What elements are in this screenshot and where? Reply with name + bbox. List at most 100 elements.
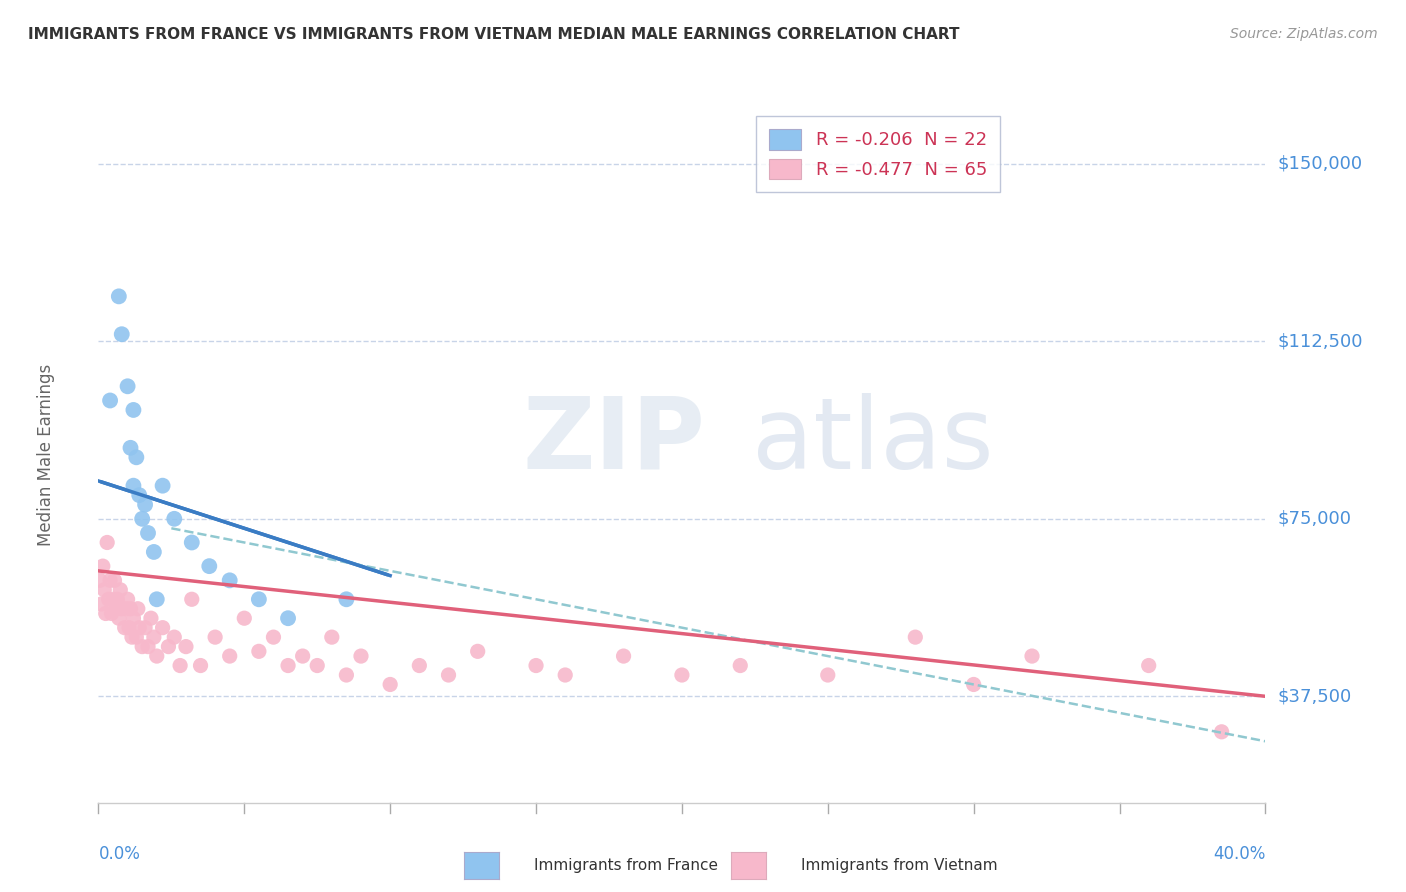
Point <box>105 592 128 607</box>
Point <box>111 327 134 342</box>
Point <box>142 545 165 559</box>
Point <box>152 621 174 635</box>
Point <box>408 658 430 673</box>
Point <box>139 611 162 625</box>
Point <box>125 450 148 465</box>
Point <box>125 630 148 644</box>
Point <box>134 621 156 635</box>
Point <box>120 601 142 615</box>
Point <box>157 640 180 654</box>
Point <box>136 526 159 541</box>
Point <box>134 498 156 512</box>
Point <box>108 611 131 625</box>
Point <box>89 574 111 588</box>
Point <box>136 640 159 654</box>
Text: IMMIGRANTS FROM FRANCE VS IMMIGRANTS FROM VIETNAM MEDIAN MALE EARNINGS CORRELATI: IMMIGRANTS FROM FRANCE VS IMMIGRANTS FRO… <box>28 27 960 42</box>
Point <box>277 611 299 625</box>
Point <box>335 592 357 607</box>
Point <box>131 640 153 654</box>
Point <box>98 393 121 408</box>
Point <box>117 379 139 393</box>
Point <box>180 592 202 607</box>
Point <box>1021 649 1043 664</box>
Point <box>117 592 139 607</box>
Text: 40.0%: 40.0% <box>1213 845 1265 863</box>
Point <box>127 601 149 615</box>
Point <box>467 644 489 658</box>
Point <box>291 649 314 664</box>
Point <box>321 630 343 644</box>
Point <box>218 649 240 664</box>
Point <box>128 621 150 635</box>
Point <box>122 478 145 492</box>
Point <box>94 607 117 621</box>
Point <box>96 535 118 549</box>
Text: ZIP: ZIP <box>523 392 706 490</box>
Point <box>190 658 212 673</box>
Point <box>554 668 576 682</box>
Point <box>114 621 136 635</box>
Point <box>163 512 186 526</box>
Point <box>146 592 169 607</box>
Point <box>174 640 197 654</box>
Point <box>218 574 240 588</box>
Point <box>110 582 132 597</box>
Point <box>128 488 150 502</box>
Point <box>671 668 693 682</box>
Point <box>437 668 460 682</box>
Point <box>104 601 127 615</box>
Point <box>93 582 115 597</box>
Text: 0.0%: 0.0% <box>98 845 141 863</box>
Point <box>904 630 927 644</box>
Point <box>146 649 169 664</box>
Point <box>91 559 114 574</box>
Point <box>1137 658 1160 673</box>
Point <box>111 601 134 615</box>
Point <box>247 644 270 658</box>
Point <box>612 649 634 664</box>
Point <box>350 649 373 664</box>
Point <box>101 592 124 607</box>
Point <box>121 630 143 644</box>
Point <box>198 559 221 574</box>
Point <box>378 677 402 691</box>
Point <box>122 611 145 625</box>
Point <box>962 677 984 691</box>
Text: Immigrants from France: Immigrants from France <box>534 858 718 872</box>
Point <box>277 658 299 673</box>
Text: $112,500: $112,500 <box>1277 333 1362 351</box>
Point <box>120 441 142 455</box>
Point <box>730 658 752 673</box>
Point <box>90 597 112 611</box>
Point <box>233 611 256 625</box>
Point <box>262 630 284 644</box>
Point <box>103 574 125 588</box>
Point <box>204 630 226 644</box>
Point <box>118 621 141 635</box>
Point <box>1211 724 1233 739</box>
Text: Source: ZipAtlas.com: Source: ZipAtlas.com <box>1230 27 1378 41</box>
Point <box>142 630 165 644</box>
Point <box>247 592 270 607</box>
Point <box>122 403 145 417</box>
Point <box>307 658 329 673</box>
Text: Median Male Earnings: Median Male Earnings <box>37 364 55 546</box>
Point <box>163 630 186 644</box>
Point <box>131 512 153 526</box>
Text: $150,000: $150,000 <box>1277 155 1362 173</box>
Point <box>152 478 174 492</box>
Legend: R = -0.206  N = 22, R = -0.477  N = 65: R = -0.206 N = 22, R = -0.477 N = 65 <box>756 116 1000 192</box>
Point <box>115 601 138 615</box>
Text: $37,500: $37,500 <box>1277 688 1351 706</box>
Point <box>97 592 120 607</box>
Point <box>817 668 839 682</box>
Point <box>335 668 357 682</box>
Text: Immigrants from Vietnam: Immigrants from Vietnam <box>801 858 998 872</box>
Point <box>108 289 131 303</box>
Point <box>180 535 202 549</box>
Text: atlas: atlas <box>752 392 994 490</box>
Point <box>169 658 191 673</box>
Point <box>100 607 122 621</box>
Point <box>98 574 121 588</box>
Text: $75,000: $75,000 <box>1277 510 1351 528</box>
